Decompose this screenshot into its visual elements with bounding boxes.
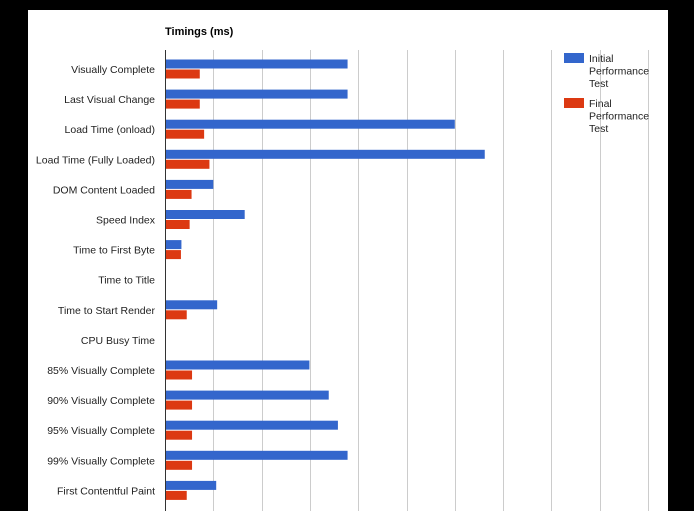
category-label: 99% Visually Complete [47,455,155,467]
bar-final [166,370,193,380]
category-label: 90% Visually Complete [47,395,155,407]
legend-swatch [564,53,584,63]
category-label: Load Time (onload) [65,124,155,136]
bars [166,59,485,500]
category-label: First Contentful Paint [57,485,155,497]
bar-initial [166,149,485,159]
bar-initial [166,89,348,99]
chart-title: Timings (ms) [165,26,234,38]
category-label: Visually Complete [71,64,155,76]
bar-initial [166,179,214,189]
bar-final [166,490,187,500]
bar-final [166,129,205,139]
bar-final [166,99,200,109]
category-label: Time to Start Render [58,305,156,317]
category-label: 95% Visually Complete [47,425,155,437]
bar-final [166,400,193,410]
bar-final [166,460,193,470]
chart-svg: Timings (ms) Visually Complete Last Visua… [36,26,649,511]
category-label: Time to Title [98,275,155,287]
bar-final [166,310,187,320]
bar-final [166,159,210,169]
legend-label: Final Performance Test [589,98,649,135]
bar-initial [166,420,338,430]
legend-label: Initial Performance Test [589,53,649,90]
bar-final [166,250,181,260]
bar-initial [166,450,348,460]
category-label: CPU Busy Time [81,335,155,347]
bar-initial [166,300,218,310]
gridlines [213,50,649,511]
bar-initial [166,59,348,69]
category-label: DOM Content Loaded [53,184,155,196]
bar-final [166,189,192,199]
category-label: Speed Index [96,215,156,227]
bar-initial [166,119,455,129]
chart-container: Timings (ms) Visually Complete Last Visua… [28,10,668,511]
category-labels: Visually Complete Last Visual Change Load … [36,64,156,497]
category-label: Last Visual Change [64,94,155,106]
category-label: Load Time (Fully Loaded) [36,154,155,166]
category-label: Time to First Byte [73,245,155,257]
bar-initial [166,210,245,219]
bar-final [166,69,200,79]
bar-initial [166,480,217,490]
category-label: 85% Visually Complete [47,365,155,377]
legend: Initial Performance Test Final Performance Te… [564,53,649,135]
bar-initial [166,240,182,250]
bar-initial [166,390,329,400]
bar-initial [166,360,310,370]
bar-final [166,430,193,440]
bar-final [166,220,190,229]
legend-swatch [564,98,584,108]
